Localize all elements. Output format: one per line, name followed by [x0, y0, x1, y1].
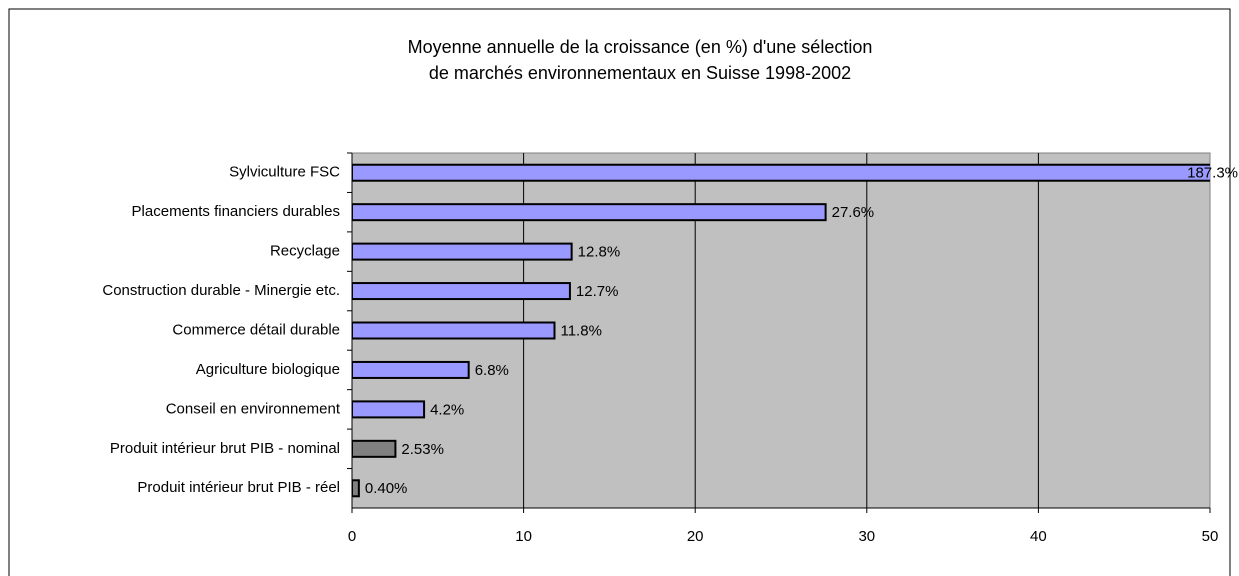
y-tick-label: Produit intérieur brut PIB - nominal [110, 440, 340, 457]
bar [352, 163, 1210, 182]
x-tick-label: 50 [1202, 528, 1219, 545]
chart-title: Moyenne annuelle de la croissance (en %)… [408, 37, 873, 57]
chart-title: de marchés environnementaux en Suisse 19… [429, 63, 851, 83]
value-label: 12.8% [578, 244, 621, 261]
bar [352, 321, 556, 340]
value-label: 12.7% [576, 283, 619, 300]
y-tick-label: Produit intérieur brut PIB - réel [137, 479, 340, 496]
y-tick-label: Conseil en environnement [166, 400, 341, 417]
y-tick-label: Construction durable - Minergie etc. [102, 282, 340, 299]
x-tick-label: 40 [1030, 528, 1047, 545]
x-tick-label: 10 [515, 528, 532, 545]
frame [8, 8, 1231, 576]
y-tick-label: Placements financiers durables [132, 203, 340, 220]
bar [352, 439, 397, 458]
y-tick-label: Agriculture biologique [196, 361, 340, 378]
bar [352, 360, 470, 379]
y-tick-label: Commerce détail durable [172, 321, 340, 338]
bar [352, 282, 571, 301]
value-label: 27.6% [832, 204, 875, 221]
value-label: 4.2% [430, 401, 464, 418]
x-tick-label: 30 [858, 528, 875, 545]
value-label: 187.3% [1187, 165, 1238, 182]
value-label: 0.40% [365, 480, 408, 497]
value-label: 6.8% [475, 362, 509, 379]
bars [352, 163, 1210, 498]
y-tick-label: Recyclage [270, 243, 340, 260]
value-label: 11.8% [560, 322, 601, 339]
x-tick-label: 0 [348, 528, 356, 545]
x-tick-label: 20 [687, 528, 704, 545]
bar [352, 400, 426, 419]
value-label: 2.53% [401, 441, 444, 458]
bar [352, 479, 360, 498]
y-tick-label: Sylviculture FSC [229, 164, 340, 181]
bar [352, 242, 573, 261]
bar [352, 203, 827, 222]
